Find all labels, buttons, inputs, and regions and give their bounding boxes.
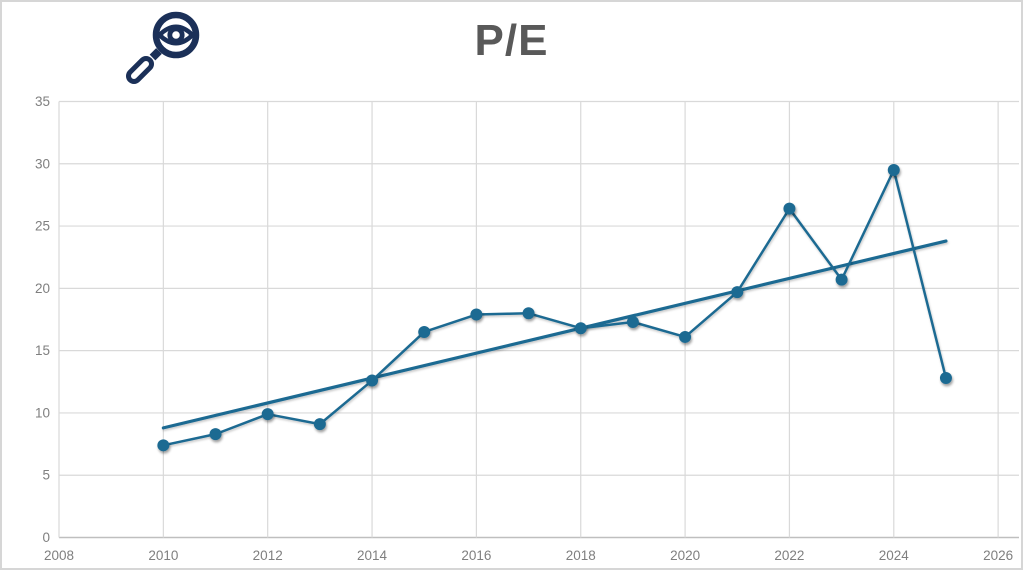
x-tick-label: 2016 bbox=[461, 548, 491, 563]
data-point-marker bbox=[783, 202, 796, 215]
data-point-marker bbox=[887, 164, 900, 177]
series-line bbox=[163, 168, 948, 447]
trendline-layer bbox=[161, 239, 948, 430]
chart-title: P/E bbox=[474, 16, 549, 65]
x-tick-label: 2012 bbox=[253, 548, 283, 563]
lens-circle bbox=[152, 11, 200, 59]
x-tick-label: 2014 bbox=[357, 548, 388, 563]
series-layer bbox=[157, 164, 952, 452]
data-point-marker bbox=[939, 372, 952, 385]
data-point-marker bbox=[731, 286, 744, 299]
pupil bbox=[167, 26, 185, 44]
x-tick-label: 2020 bbox=[670, 548, 700, 563]
y-tick-label: 5 bbox=[42, 468, 50, 483]
data-point-marker bbox=[574, 322, 587, 335]
y-tick-label: 10 bbox=[35, 405, 50, 420]
x-tick-label: 2008 bbox=[44, 548, 74, 563]
eye-outline bbox=[156, 24, 196, 46]
gridlines bbox=[58, 100, 1019, 539]
x-tick-label: 2024 bbox=[879, 548, 910, 563]
data-point-marker bbox=[470, 308, 483, 321]
y-tick-label: 30 bbox=[35, 156, 50, 171]
y-tick-label: 25 bbox=[35, 219, 50, 234]
data-point-marker bbox=[261, 408, 274, 421]
handle-joint bbox=[149, 48, 162, 61]
data-point-marker bbox=[313, 418, 326, 431]
y-tick-label: 15 bbox=[35, 343, 50, 358]
x-tick-label: 2022 bbox=[774, 548, 804, 563]
trendline bbox=[161, 239, 948, 430]
data-point-marker bbox=[626, 315, 639, 328]
x-tick-label: 2026 bbox=[983, 548, 1013, 563]
handle-pill bbox=[125, 55, 155, 85]
data-point-marker bbox=[835, 273, 848, 286]
magnifier-eye-icon bbox=[125, 11, 200, 85]
y-tick-label: 20 bbox=[35, 281, 50, 296]
data-point-marker bbox=[366, 374, 379, 387]
data-point-marker bbox=[522, 307, 535, 320]
data-point-marker bbox=[418, 325, 431, 338]
x-tick-label: 2018 bbox=[566, 548, 596, 563]
axis-labels: 0 5 10 15 20 25 30 35 2008 2010 2012 2014 2016 2018 20… bbox=[35, 94, 1013, 563]
data-point-marker bbox=[679, 330, 692, 343]
y-tick-label: 35 bbox=[35, 94, 50, 109]
y-tick-label: 0 bbox=[42, 530, 50, 545]
data-point-marker bbox=[157, 439, 170, 452]
x-tick-label: 2010 bbox=[148, 548, 178, 563]
data-point-marker bbox=[209, 428, 222, 441]
